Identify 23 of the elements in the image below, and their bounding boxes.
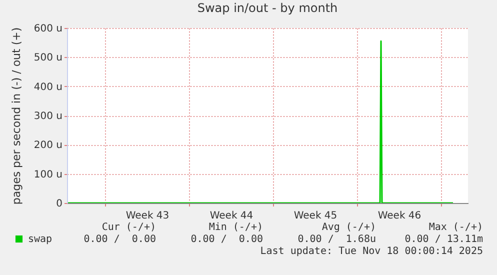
x-tick-label: Week 45 (294, 210, 338, 222)
text: 0.00 / 1.68u (298, 234, 376, 246)
legend-label: swap (28, 234, 52, 245)
y-tick-label: 100 u (34, 169, 62, 180)
text: Avg (-/+) (322, 222, 376, 234)
text: 0.00 / 13.11m (404, 234, 483, 246)
text: 0.00 / 0.00 (84, 234, 156, 246)
y-tick-label: 0 (56, 198, 62, 210)
y-tick-label: 300 u (34, 111, 62, 122)
y-tick-label: 500 u (34, 52, 62, 64)
y-tick-label: 400 u (34, 82, 62, 93)
text: Last update: Tue Nov 18 00:00:14 2025 (260, 246, 483, 258)
y-tick-label: 600 u (34, 24, 62, 34)
chart-title: Swap in/out - by month (197, 1, 338, 15)
text: Min (-/+) (208, 222, 263, 234)
x-tick-label: Week 46 (378, 210, 422, 222)
y-tick-label: 200 u (34, 140, 62, 152)
y-axis-title: pages per second in (-) / out (+) (10, 27, 23, 205)
text: Max (-/+) (428, 222, 483, 234)
text: 0.00 / 0.00 (190, 234, 263, 246)
x-tick-label: Week 44 (210, 210, 254, 222)
x-tick-label: Week 43 (126, 210, 170, 222)
text: Cur (-/+) (102, 222, 156, 234)
